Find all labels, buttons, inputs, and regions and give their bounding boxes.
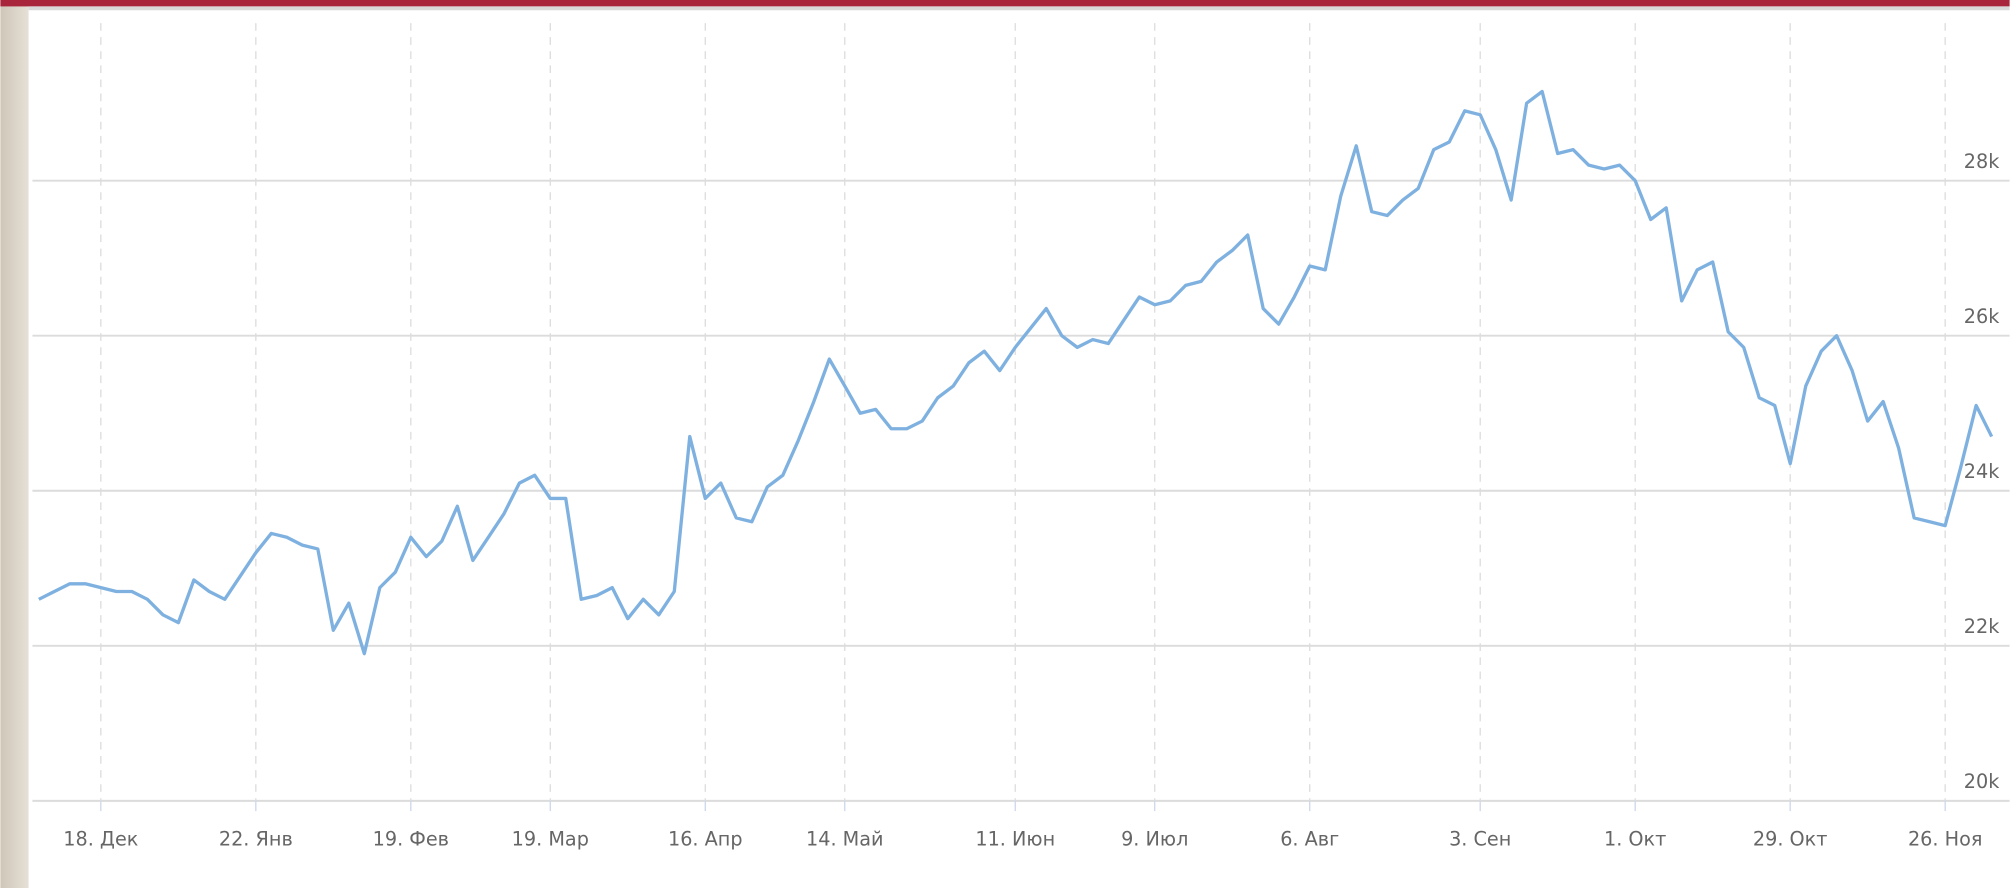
x-tick-label: 11. Июн bbox=[975, 828, 1055, 851]
x-tick-label: 22. Янв bbox=[219, 828, 293, 851]
y-tick-label: 26k bbox=[1964, 305, 2000, 328]
side-strip bbox=[0, 0, 29, 888]
x-tick-label: 3. Сен bbox=[1449, 828, 1511, 851]
x-tick-label: 9. Июл bbox=[1121, 828, 1188, 851]
x-tick-label: 1. Окт bbox=[1604, 828, 1666, 851]
x-tick-label: 6. Авг bbox=[1280, 828, 1339, 851]
x-tick-label: 16. Апр bbox=[668, 828, 743, 851]
top-rule bbox=[28, 6, 2010, 11]
line bbox=[38, 89, 1994, 656]
x-tick-label: 19. Фев bbox=[373, 828, 449, 851]
y-tick-label: 24k bbox=[1964, 460, 2000, 483]
x-tick-label: 26. Ноя bbox=[1908, 828, 1982, 851]
x-tick-label: 29. Окт bbox=[1753, 828, 1828, 851]
plot bbox=[38, 89, 1994, 656]
y-tick-label: 28k bbox=[1964, 150, 2000, 173]
x-tick-label: 19. Мар bbox=[512, 828, 589, 851]
grid: 20k 22k 24k 26k 28k 18. Дек 22. Янв 19. Фев 19. … bbox=[32, 23, 2010, 851]
x-tick-label: 14. Май bbox=[806, 828, 884, 851]
x-tick-label: 18. Дек bbox=[63, 828, 138, 851]
y-tick-label: 20k bbox=[1964, 770, 2000, 793]
top-bar bbox=[0, 0, 2010, 7]
y-tick-label: 22k bbox=[1964, 615, 2000, 638]
